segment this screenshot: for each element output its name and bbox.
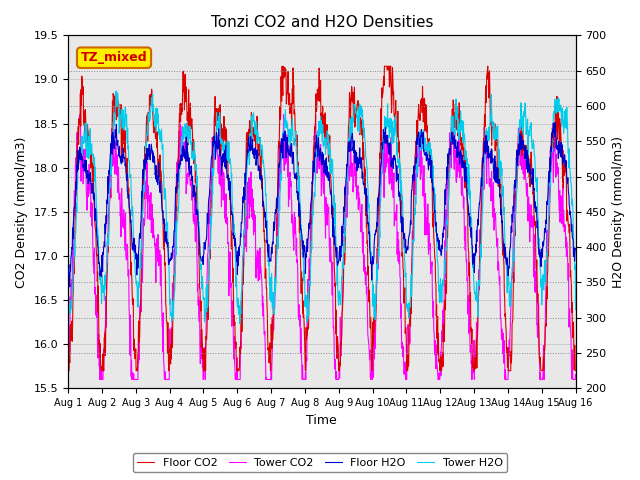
Tower H2O bbox=[177, 143, 185, 149]
Tower CO2 bbox=[178, 133, 186, 139]
Tower H2O bbox=[165, 261, 173, 266]
Y-axis label: H2O Density (mmol/m3): H2O Density (mmol/m3) bbox=[612, 136, 625, 288]
Tower CO2 bbox=[512, 181, 520, 187]
Floor CO2 bbox=[65, 368, 72, 373]
Floor H2O bbox=[551, 120, 559, 125]
Floor H2O bbox=[64, 269, 72, 275]
Tower CO2 bbox=[76, 112, 83, 118]
Tower CO2 bbox=[572, 372, 579, 377]
Floor CO2 bbox=[177, 104, 185, 109]
Floor H2O bbox=[234, 248, 242, 254]
Floor CO2 bbox=[234, 366, 242, 372]
Line: Tower H2O: Tower H2O bbox=[68, 91, 575, 324]
Floor H2O bbox=[572, 246, 579, 252]
Floor CO2 bbox=[278, 63, 286, 69]
Tower H2O bbox=[112, 88, 120, 94]
Floor CO2 bbox=[401, 285, 409, 291]
Tower H2O bbox=[572, 307, 579, 312]
Legend: Floor CO2, Tower CO2, Floor H2O, Tower H2O: Floor CO2, Tower CO2, Floor H2O, Tower H… bbox=[133, 453, 507, 472]
Tower CO2 bbox=[165, 377, 173, 383]
Floor H2O bbox=[66, 284, 74, 290]
Floor H2O bbox=[467, 229, 475, 235]
Text: TZ_mixed: TZ_mixed bbox=[81, 51, 147, 64]
Line: Tower CO2: Tower CO2 bbox=[68, 115, 575, 380]
Tower H2O bbox=[512, 204, 520, 210]
Tower H2O bbox=[64, 294, 72, 300]
Floor CO2 bbox=[572, 368, 579, 373]
Floor CO2 bbox=[64, 367, 72, 373]
Floor H2O bbox=[177, 157, 185, 163]
Tower CO2 bbox=[64, 358, 72, 364]
Line: Floor CO2: Floor CO2 bbox=[68, 66, 575, 371]
Title: Tonzi CO2 and H2O Densities: Tonzi CO2 and H2O Densities bbox=[211, 15, 433, 30]
Line: Floor H2O: Floor H2O bbox=[68, 122, 575, 287]
Tower CO2 bbox=[234, 377, 242, 383]
Tower H2O bbox=[467, 218, 475, 224]
Floor H2O bbox=[165, 261, 173, 267]
Floor CO2 bbox=[512, 188, 520, 194]
Floor CO2 bbox=[165, 368, 173, 373]
Floor CO2 bbox=[467, 325, 475, 331]
Tower CO2 bbox=[96, 377, 104, 383]
Floor H2O bbox=[401, 230, 408, 236]
Y-axis label: CO2 Density (mmol/m3): CO2 Density (mmol/m3) bbox=[15, 136, 28, 288]
Tower H2O bbox=[234, 295, 242, 301]
Tower CO2 bbox=[401, 369, 409, 374]
Tower CO2 bbox=[467, 361, 475, 367]
Floor H2O bbox=[512, 181, 520, 187]
Tower H2O bbox=[236, 321, 244, 327]
Tower H2O bbox=[401, 258, 409, 264]
X-axis label: Time: Time bbox=[307, 414, 337, 427]
